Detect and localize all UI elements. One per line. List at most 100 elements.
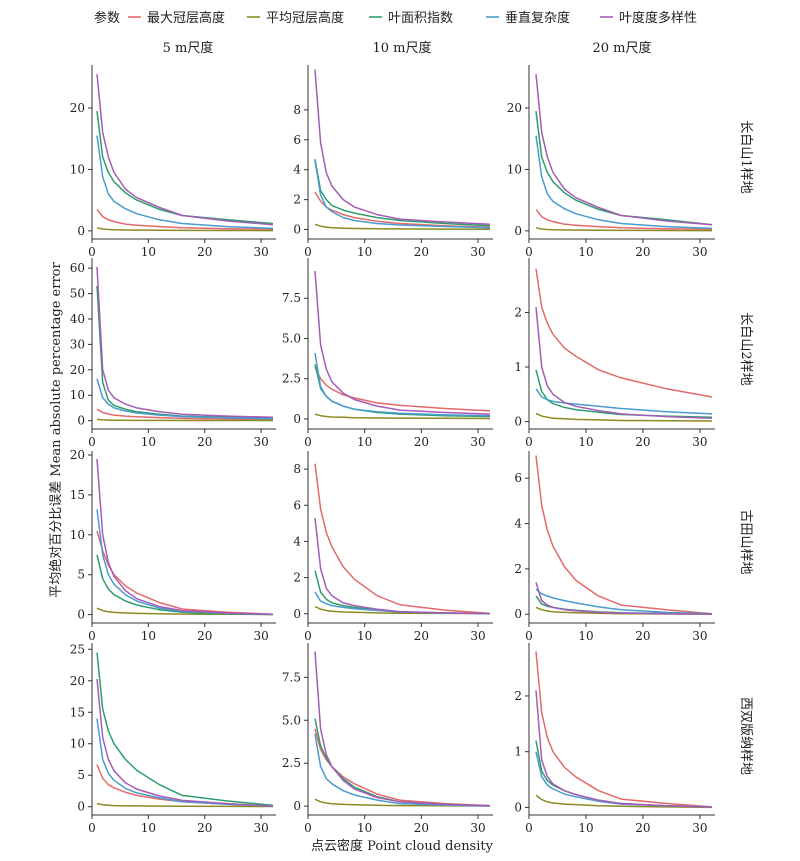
x-tick-label: 10: [578, 821, 593, 835]
y-tick-label: 20: [70, 363, 85, 377]
x-tick-label: 20: [197, 435, 212, 449]
y-tick-label: 4: [514, 517, 522, 531]
y-tick-label: 2: [514, 689, 522, 703]
y-tick-label: 0: [514, 415, 522, 429]
series-line-1: [96, 408, 274, 421]
panel-r1-c2: 0 2 4 6 8 0 10 20 30: [293, 65, 493, 259]
x-tick-label: 20: [414, 821, 429, 835]
series-line-1: [535, 208, 713, 231]
y-tick-label: 10: [70, 162, 85, 176]
x-tick-label: 20: [197, 629, 212, 643]
y-tick-label: 8: [293, 103, 301, 117]
series-line-1: [96, 208, 274, 231]
x-tick-label: 10: [357, 821, 372, 835]
panel-r4-c2: 0 2.5 5.0 7.5 0 10 20 30: [282, 643, 493, 835]
y-tick-label: 10: [70, 737, 85, 751]
x-tick-label: 20: [635, 821, 650, 835]
y-tick-label: 7.5: [282, 291, 301, 305]
y-tick-label: 50: [70, 287, 85, 301]
row-label-changbai1: 长白山1样地: [738, 120, 754, 193]
y-tick-label: 7.5: [282, 670, 301, 684]
legend-label-4: 垂直复杂度: [505, 10, 570, 26]
x-tick-label: 30: [692, 245, 707, 259]
legend-label-3: 叶面积指数: [388, 11, 453, 26]
y-tick-label: 0: [293, 412, 301, 426]
y-tick-label: 2: [293, 571, 301, 585]
series-line-5: [96, 458, 274, 616]
x-tick-label: 30: [470, 821, 485, 835]
x-tick-label: 0: [88, 435, 96, 449]
series-line-5: [314, 270, 491, 415]
series-line-5: [314, 69, 491, 226]
series-line-3: [535, 740, 713, 808]
x-tick-label: 30: [470, 245, 485, 259]
x-tick-label: 20: [414, 245, 429, 259]
series-line-2: [96, 418, 273, 422]
y-tick-label: 5: [77, 568, 85, 582]
series-line-5: [535, 307, 713, 420]
y-tick-label: 40: [70, 312, 85, 326]
y-tick-label: 0: [77, 800, 85, 814]
panel-r3-c2: 0 2 4 6 8 0 10 20 30: [293, 451, 493, 643]
legend: 参数 最大冠层高度 平均冠层高度 叶面积指数 垂直复杂度 叶度度多样性: [94, 10, 697, 26]
panel-r2-c1: 0 10 20 30 40 50 60 0 10 20 30: [70, 258, 276, 449]
y-axis-title: 平均绝对百分比误差 Mean absolute percentage error: [48, 262, 64, 598]
series-line-1: [314, 367, 491, 412]
row-label-gutian: 古田山样地: [738, 509, 753, 574]
x-tick-label: 0: [525, 435, 533, 449]
column-titles: 5 m尺度 10 m尺度 20 m尺度: [163, 40, 652, 56]
series-line-4: [535, 388, 713, 415]
x-tick-label: 30: [470, 629, 485, 643]
series-line-4: [96, 135, 274, 230]
row-label-xishuangbanna: 西双版纳样地: [738, 697, 753, 775]
series-line-2: [96, 227, 274, 232]
series-line-2: [96, 802, 274, 808]
series-line-3: [535, 369, 713, 418]
y-tick-label: 0: [514, 800, 522, 814]
series-line-4: [96, 378, 274, 420]
y-tick-label: 8: [293, 462, 301, 476]
legend-label-1: 最大冠层高度: [147, 10, 225, 26]
y-tick-label: 4: [293, 163, 301, 177]
series-line-4: [314, 591, 491, 615]
series-line-1: [535, 455, 713, 615]
series-line-1: [314, 191, 491, 229]
column-title-10m: 10 m尺度: [372, 40, 431, 56]
series-line-5: [535, 582, 713, 615]
legend-label-5: 叶度度多样性: [619, 10, 697, 26]
y-tick-label: 20: [70, 448, 85, 462]
panel-r2-c2: 0 2.5 5.0 7.5 0 10 20 30: [282, 258, 493, 449]
y-tick-label: 0: [514, 224, 522, 238]
series-line-3: [96, 652, 274, 807]
y-tick-label: 2: [514, 306, 522, 320]
x-tick-label: 10: [141, 435, 156, 449]
x-tick-label: 30: [692, 629, 707, 643]
x-tick-label: 0: [88, 245, 96, 259]
x-tick-label: 30: [253, 629, 268, 643]
series-line-5: [314, 517, 491, 615]
y-tick-label: 20: [70, 674, 85, 688]
x-tick-label: 0: [304, 435, 312, 449]
y-tick-label: 6: [293, 498, 301, 512]
series-line-3: [314, 718, 491, 807]
series-line-2: [96, 607, 274, 616]
x-axis-title: 点云密度 Point cloud density: [311, 838, 494, 854]
x-tick-label: 10: [357, 629, 372, 643]
row-labels: 长白山1样地 长白山2样地 古田山样地 西双版纳样地: [738, 120, 754, 775]
series-line-5: [96, 678, 274, 807]
series-line-3: [314, 159, 491, 227]
y-tick-label: 25: [70, 642, 85, 656]
y-tick-label: 0: [77, 414, 85, 428]
series-line-1: [314, 728, 491, 807]
series-line-4: [535, 588, 713, 615]
y-tick-label: 2: [514, 562, 522, 576]
series-line-2: [314, 605, 491, 615]
x-tick-label: 10: [357, 435, 372, 449]
series-line-2: [535, 227, 713, 232]
series-line-1: [535, 651, 713, 808]
x-tick-label: 30: [253, 821, 268, 835]
y-tick-label: 20: [507, 101, 522, 115]
